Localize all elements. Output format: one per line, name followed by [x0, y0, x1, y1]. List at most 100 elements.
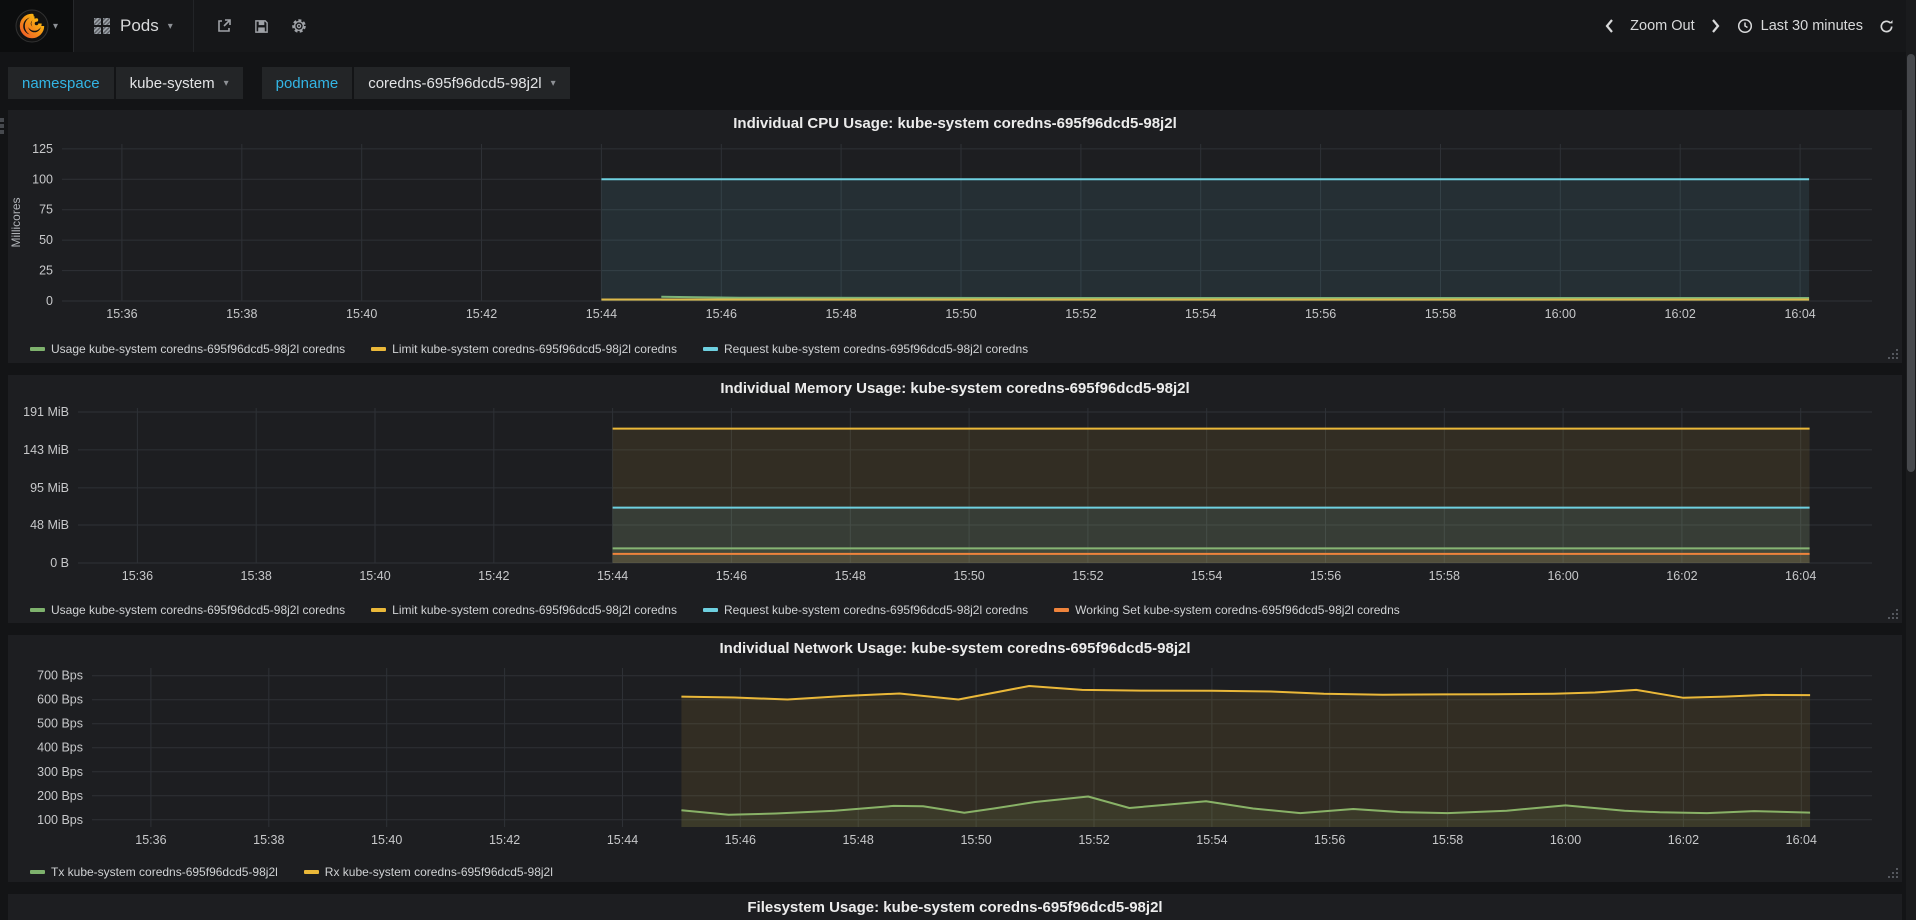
legend-item[interactable]: Request kube-system coredns-695f96dcd5-9… — [702, 342, 1029, 356]
legend-item[interactable]: Rx kube-system coredns-695f96dcd5-98j2l — [303, 865, 553, 879]
legend-item[interactable]: Tx kube-system coredns-695f96dcd5-98j2l — [30, 865, 278, 879]
page-scrollbar — [1906, 0, 1916, 920]
network-chart-canvas[interactable]: 15:36 15:38 15:40 15:42 15:44 15:46 15:48 15:50… — [8, 662, 1898, 860]
panel-title-memory[interactable]: Individual Memory Usage: kube-system cor… — [720, 380, 1190, 397]
y-tick-label: 200 Bps — [37, 789, 83, 803]
grafana-logo-icon — [15, 9, 49, 43]
legend-swatch — [30, 347, 45, 351]
save-icon — [254, 19, 268, 33]
x-tick-label: 15:44 — [597, 569, 628, 583]
x-tick-label: 15:46 — [725, 833, 756, 847]
y-tick-label: 600 Bps — [37, 693, 83, 707]
series-line — [681, 795, 1811, 816]
x-tick-label: 15:36 — [135, 833, 166, 847]
panel-cpu-usage: Individual CPU Usage: kube-system coredn… — [8, 110, 1902, 363]
x-tick-label: 15:44 — [586, 307, 617, 321]
x-tick-label: 15:40 — [359, 569, 390, 583]
y-tick-label: 0 — [46, 294, 53, 308]
legend-swatch — [1054, 608, 1070, 612]
refresh-button[interactable] — [1879, 19, 1894, 34]
series-fill — [601, 179, 1810, 301]
legend-swatch — [371, 608, 387, 612]
chevron-left-icon — [1605, 19, 1614, 33]
variable-value-namespace[interactable]: kube-system ▾ — [115, 67, 243, 99]
y-tick-label: 143 MiB — [23, 443, 69, 457]
time-forward-button[interactable] — [1711, 18, 1721, 34]
x-tick-label: 15:58 — [1429, 569, 1460, 583]
x-tick-label: 15:50 — [960, 833, 991, 847]
settings-button[interactable] — [291, 18, 307, 34]
legend-item[interactable]: Request kube-system coredns-695f96dcd5-9… — [702, 603, 1028, 617]
legend-swatch — [371, 347, 387, 351]
legend-label: Usage kube-system coredns-695f96dcd5-98j… — [51, 603, 346, 617]
variable-value-podname[interactable]: coredns-695f96dcd5-98j2l ▾ — [354, 67, 570, 99]
y-tick-label: 125 — [32, 142, 53, 156]
x-tick-label: 15:48 — [843, 833, 874, 847]
x-tick-label: 15:50 — [953, 569, 984, 583]
x-tick-label: 15:44 — [607, 833, 638, 847]
grafana-logo-button[interactable]: ▾ — [0, 0, 74, 52]
panel-resize-handle[interactable] — [1896, 876, 1898, 878]
x-tick-label: 15:36 — [106, 307, 137, 321]
legend-label: Limit kube-system coredns-695f96dcd5-98j… — [392, 603, 677, 617]
scrollbar-thumb[interactable] — [1907, 54, 1915, 472]
x-tick-label: 15:56 — [1310, 569, 1341, 583]
x-tick-label: 15:56 — [1314, 833, 1345, 847]
x-tick-label: 15:52 — [1078, 833, 1109, 847]
y-tick-label: 400 Bps — [37, 741, 83, 755]
network-legend: Tx kube-system coredns-695f96dcd5-98j2l R… — [30, 861, 1902, 883]
x-tick-label: 15:54 — [1196, 833, 1227, 847]
legend-label: Request kube-system coredns-695f96dcd5-9… — [723, 342, 1029, 356]
legend-item[interactable]: Limit kube-system coredns-695f96dcd5-98j… — [371, 342, 677, 356]
legend-item[interactable]: Usage kube-system coredns-695f96dcd5-98j… — [30, 603, 345, 617]
legend-item[interactable]: Usage kube-system coredns-695f96dcd5-98j… — [30, 342, 345, 356]
panel-title-cpu[interactable]: Individual CPU Usage: kube-system coredn… — [733, 115, 1177, 132]
legend-swatch — [702, 347, 718, 351]
x-tick-label: 15:52 — [1072, 569, 1103, 583]
dashboard-title: Pods — [120, 16, 159, 35]
legend-label: Tx kube-system coredns-695f96dcd5-98j2l — [51, 865, 278, 879]
memory-chart-canvas[interactable]: 15:36 15:38 15:40 15:42 15:44 15:46 15:48 15:50… — [8, 402, 1898, 598]
x-tick-label: 15:52 — [1065, 307, 1096, 321]
variable-value-text: kube-system — [129, 74, 215, 92]
logo-caret-icon: ▾ — [52, 20, 59, 32]
legend-swatch — [30, 870, 45, 874]
row-drag-handle[interactable] — [0, 118, 4, 136]
panel-title-filesystem[interactable]: Filesystem Usage: kube-system coredns-69… — [747, 899, 1163, 916]
dashboard-picker[interactable]: Pods ▾ — [74, 0, 194, 52]
legend-swatch — [702, 608, 718, 612]
time-back-button[interactable] — [1604, 18, 1614, 34]
legend-label: Usage kube-system coredns-695f96dcd5-98j… — [51, 342, 346, 356]
x-tick-label: 15:58 — [1425, 307, 1456, 321]
variable-label-namespace: namespace — [8, 67, 114, 99]
x-tick-label: 15:50 — [945, 307, 976, 321]
legend-swatch — [303, 870, 319, 874]
panel-filesystem-usage: Filesystem Usage: kube-system coredns-69… — [8, 894, 1902, 920]
y-tick-label: 100 — [32, 172, 53, 186]
x-tick-label: 15:42 — [466, 307, 497, 321]
legend-item[interactable]: Limit kube-system coredns-695f96dcd5-98j… — [371, 603, 677, 617]
variable-label-podname: podname — [261, 67, 353, 99]
share-button[interactable] — [216, 18, 232, 34]
series-fill — [612, 553, 1810, 563]
legend-label: Limit kube-system coredns-695f96dcd5-98j… — [392, 342, 677, 356]
legend-swatch — [30, 608, 45, 612]
zoom-out-button[interactable]: Zoom Out — [1630, 18, 1695, 34]
series-fill — [612, 548, 1810, 563]
y-tick-label: 100 Bps — [37, 813, 83, 827]
x-tick-label: 16:00 — [1550, 833, 1581, 847]
y-tick-label: 95 MiB — [30, 481, 69, 495]
legend-item[interactable]: Working Set kube-system coredns-695f96dc… — [1054, 603, 1400, 617]
save-button[interactable] — [254, 19, 269, 34]
cpu-chart-canvas[interactable]: 15:36 15:38 15:40 15:42 15:44 15:46 15:48 15:50… — [8, 137, 1898, 337]
panel-title-network[interactable]: Individual Network Usage: kube-system co… — [719, 640, 1191, 657]
cpu-legend: Usage kube-system coredns-695f96dcd5-98j… — [30, 338, 1902, 360]
time-range-picker[interactable]: Last 30 minutes — [1737, 18, 1863, 34]
x-tick-label: 16:04 — [1785, 569, 1816, 583]
x-tick-label: 15:36 — [122, 569, 153, 583]
chevron-right-icon — [1711, 19, 1720, 33]
panel-resize-handle[interactable] — [1896, 617, 1898, 619]
x-tick-label: 16:02 — [1668, 833, 1699, 847]
chevron-down-icon: ▾ — [167, 20, 173, 32]
panel-resize-handle[interactable] — [1896, 357, 1898, 359]
